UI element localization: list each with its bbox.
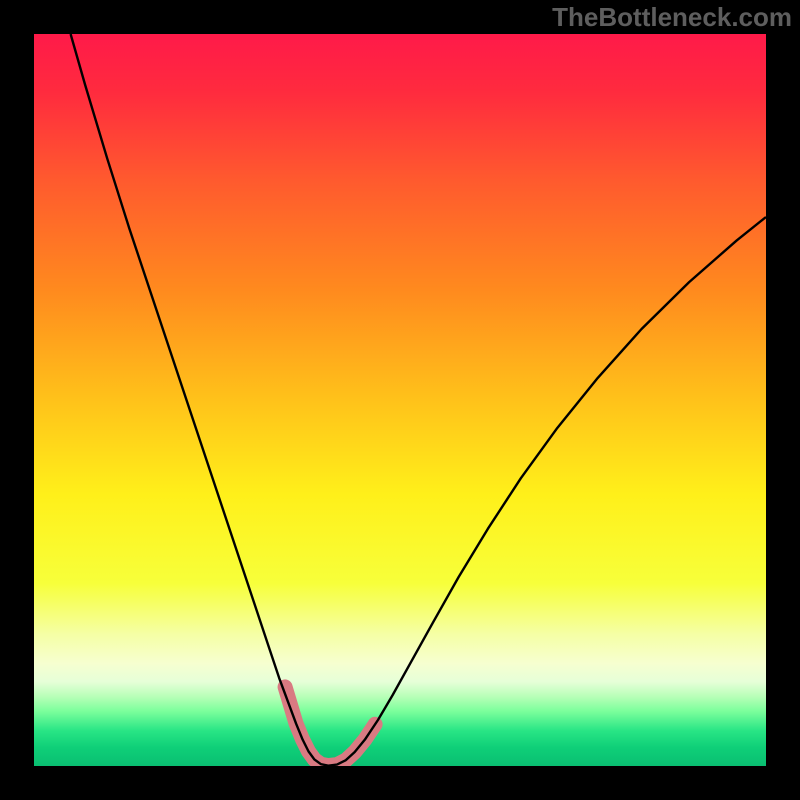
chart-frame: TheBottleneck.com: [0, 0, 800, 800]
watermark-text: TheBottleneck.com: [552, 2, 792, 33]
plot-area: [34, 34, 766, 766]
